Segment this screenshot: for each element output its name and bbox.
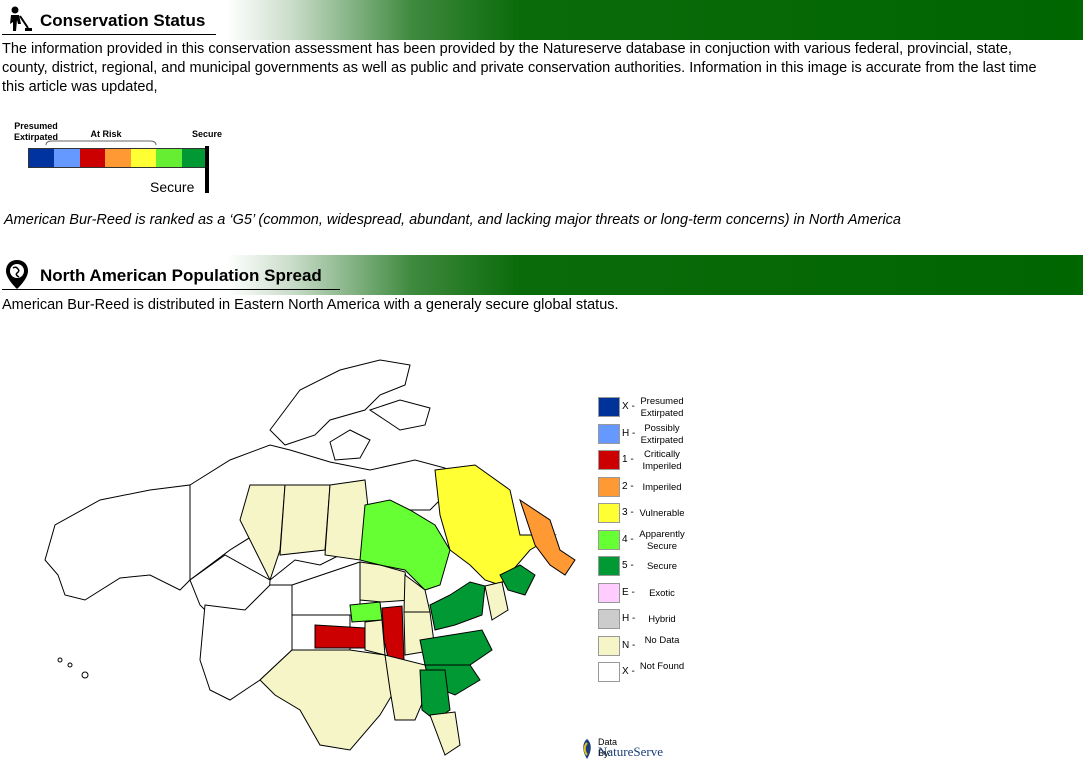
legend-label: Imperiled: [642, 481, 682, 493]
legend-code: E -: [622, 586, 635, 598]
maritimes: [499, 564, 536, 596]
georgia: [419, 669, 451, 721]
legend-item: X - Presumed Extirpated: [597, 396, 697, 419]
legend-code: H -: [622, 427, 636, 439]
status-marker: [205, 146, 209, 193]
saskatchewan: [279, 484, 331, 556]
legend-item: 2 - Imperiled: [597, 476, 697, 498]
title-underline: [2, 289, 340, 290]
arctic-island: [329, 429, 371, 461]
iowa: [349, 601, 383, 623]
status-marker-label: Secure: [150, 179, 195, 195]
legend-swatch: [598, 556, 620, 576]
legend-code: X -: [622, 401, 635, 412]
florida: [429, 711, 461, 756]
section-title: North American Population Spread: [40, 266, 322, 285]
legend-code: 3 -: [622, 507, 634, 518]
legend-label: Possibly Extirpated: [640, 422, 684, 446]
legend-item: 1 - Critically Imperiled: [597, 449, 697, 472]
legend-code: 4 -: [622, 533, 634, 545]
status-scale: Presumed Extirpated At Risk Secure: [0, 118, 240, 198]
missouri: [364, 619, 386, 656]
legend-label: Critically Imperiled: [642, 449, 682, 472]
legend-swatch: [598, 397, 620, 417]
status-color-bar: [28, 148, 208, 168]
natureserve-logo-icon: [583, 739, 591, 759]
alberta-shape: [239, 484, 286, 582]
legend-item: 3 - Vulnerable: [597, 502, 697, 524]
scale-label-left: Presumed Extirpated: [13, 121, 58, 142]
legend-item: X - Not Found: [597, 661, 697, 683]
legend-label: Hybrid: [648, 614, 676, 625]
legend-swatch: [598, 582, 620, 603]
legend-swatch: [598, 450, 620, 470]
southeast-states: [384, 654, 431, 721]
legend-label: Exotic: [649, 587, 675, 599]
hawaii-island: [81, 671, 89, 679]
scale-segment: [54, 149, 80, 167]
legend-code: 1 -: [622, 454, 634, 465]
at-risk-bracket: [45, 140, 157, 146]
newfoundland: [519, 498, 576, 576]
scale-segment: [79, 149, 106, 167]
north-america-map: [44, 359, 576, 756]
ontario: [359, 499, 451, 591]
legend-label: Presumed Extirpated: [640, 396, 684, 419]
legend-swatch: [598, 503, 620, 523]
texas-south: [259, 649, 396, 751]
section-title: Conservation Status: [40, 11, 206, 30]
legend-item: 4 - Apparently Secure: [597, 528, 697, 552]
virginia-kentucky: [419, 629, 493, 666]
park-worker-icon: [4, 4, 34, 39]
legend-item: N - No Data: [597, 635, 697, 657]
alaska: [44, 484, 191, 601]
credit-line1: Data By:: [598, 737, 618, 758]
legend-swatch: [598, 609, 620, 629]
legend-label: Vulnerable: [639, 508, 685, 519]
legend-swatch: [598, 476, 620, 497]
scale-label-right: Secure: [191, 129, 223, 139]
aleutian-island: [67, 662, 73, 668]
section-header-population: North American Population Spread: [0, 255, 1083, 295]
legend-item: H - Possibly Extirpated: [597, 422, 697, 446]
legend-code: H -: [622, 613, 636, 624]
legend-label: Apparently Secure: [639, 528, 685, 552]
aleutian-island: [57, 657, 63, 663]
scale-segment: [181, 149, 207, 167]
legend-item: E - Exotic: [597, 582, 697, 604]
scale-label-mid: At Risk: [90, 129, 122, 139]
arctic-islands: [269, 359, 411, 446]
section-header-conservation: Conservation Status: [0, 0, 1083, 40]
scale-segment: [156, 149, 182, 167]
legend-swatch: [598, 635, 620, 656]
legend-swatch: [598, 423, 620, 444]
scale-segment: [105, 149, 131, 167]
legend-code: X -: [622, 666, 635, 677]
legend-label: Not Found: [639, 661, 685, 672]
rank-sentence: American Bur-Reed is ranked as a ‘G5’ (c…: [4, 212, 901, 228]
title-underline: [2, 34, 216, 35]
globe-pin-icon: [4, 259, 34, 296]
legend-label: Secure: [646, 561, 678, 572]
population-paragraph: American Bur-Reed is distributed in East…: [2, 297, 619, 313]
legend-item: H - Hybrid: [597, 608, 697, 630]
legend-code: 2 -: [622, 480, 634, 492]
baffin-island: [368, 399, 431, 431]
legend-item: 5 - Secure: [597, 555, 697, 577]
legend-code: N -: [622, 639, 636, 651]
credit-line2: NatureServe: [598, 744, 663, 759]
legend-swatch: [598, 529, 620, 550]
scale-segment: [130, 149, 157, 167]
conservation-paragraph: The information provided in this conserv…: [2, 41, 1037, 95]
legend-swatch: [598, 662, 620, 682]
kansas: [314, 624, 366, 649]
pennsylvania-ny: [429, 581, 486, 631]
legend-label: No Data: [644, 634, 680, 646]
new-england: [484, 581, 509, 621]
legend-code: 5 -: [622, 560, 634, 571]
scale-segment: [29, 149, 55, 167]
